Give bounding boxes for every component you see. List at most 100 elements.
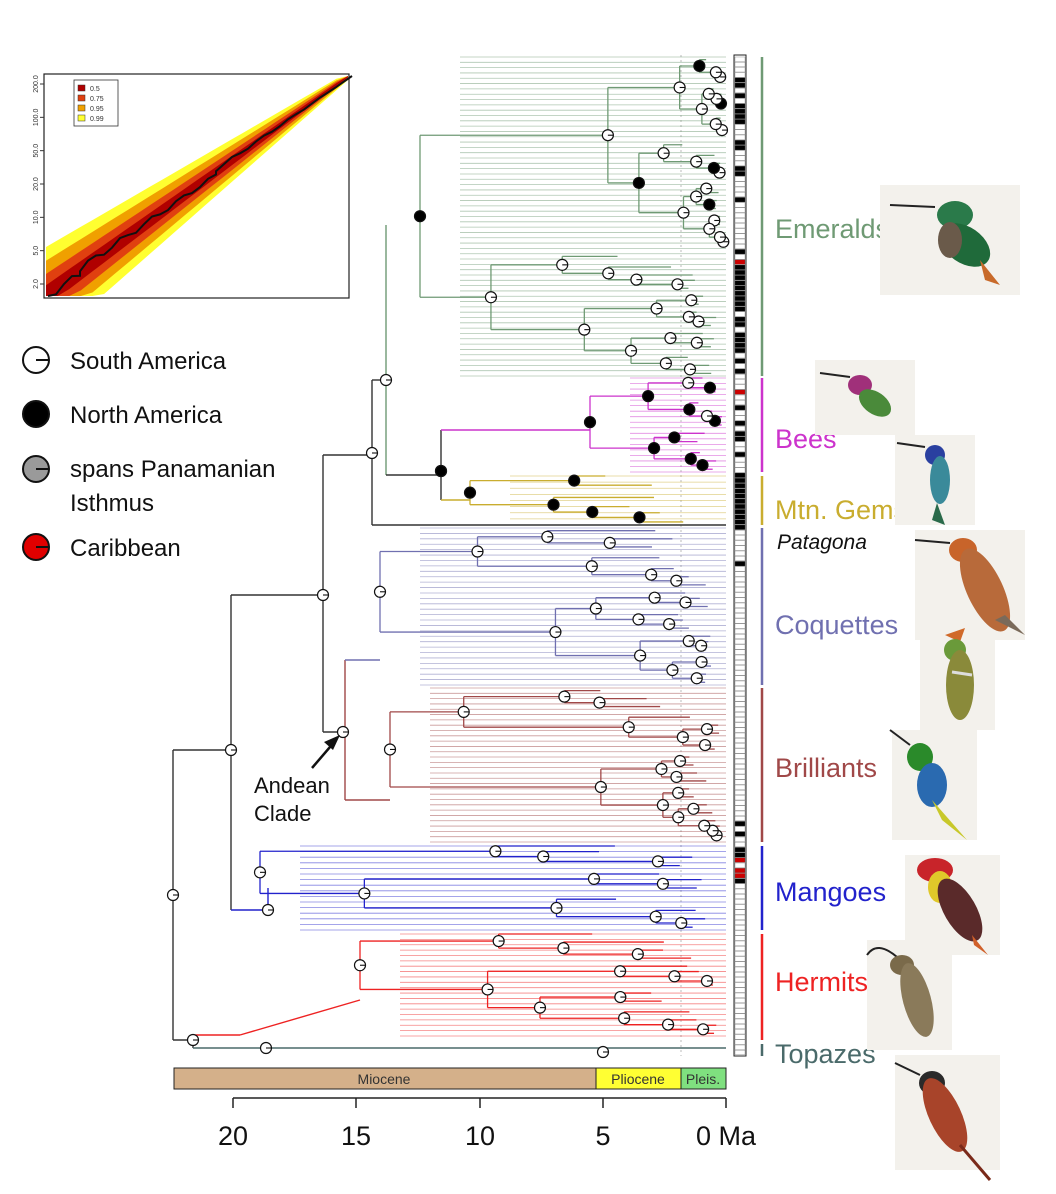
tip-state-cell	[734, 748, 746, 754]
tip-state-cell	[734, 332, 746, 338]
tip-state-cell	[734, 618, 746, 624]
isthmus-legend-item: spans Panamanian Isthmus	[22, 455, 275, 517]
ancestral-node-marker	[668, 431, 681, 444]
hummingbird-illustrations	[815, 185, 1025, 1181]
ancestral-node-marker	[707, 161, 721, 175]
tip-state-cell	[734, 301, 746, 307]
tip-state-cell	[734, 223, 746, 229]
ancestral-node-marker	[693, 59, 706, 73]
tip-state-cell	[734, 155, 746, 161]
tip-state-cell	[734, 160, 746, 166]
tip-state-cell	[734, 441, 746, 447]
tip-state-cell	[734, 535, 746, 541]
tip-state-cell	[734, 894, 746, 899]
tip-state-cell	[734, 519, 746, 525]
tip-state-cell	[734, 608, 746, 613]
ancestral-node-marker	[633, 511, 646, 524]
tip-state-cell	[734, 821, 746, 827]
tip-state-cell	[734, 951, 746, 957]
tip-state-cell	[734, 327, 746, 333]
clade-label-topazes: Topazes	[775, 1039, 876, 1069]
tip-state-cell	[734, 883, 746, 889]
tip-state-cell	[734, 249, 746, 255]
tip-state-cell	[734, 374, 746, 379]
bee-hummingbird-icon	[815, 360, 915, 435]
tip-state-cell	[734, 940, 746, 946]
clade-label-patagona: Patagona	[777, 531, 867, 554]
tip-state-cell	[734, 462, 746, 468]
tip-state-cell	[734, 504, 746, 509]
tip-state-cell	[734, 576, 746, 582]
tip-state-cell	[734, 857, 746, 863]
tip-state-cell	[734, 337, 746, 343]
tip-state-cell	[734, 1018, 746, 1024]
tip-state-cell	[734, 644, 746, 650]
ancestral-state-nodes	[166, 59, 730, 1059]
tip-state-cell	[734, 545, 746, 551]
tip-state-cell	[734, 587, 746, 593]
tip-state-cell	[734, 140, 746, 145]
tip-state-cell	[734, 998, 746, 1003]
tip-state-cell	[734, 72, 746, 78]
tip-state-cell	[734, 488, 746, 494]
tip-state-cell	[734, 446, 746, 452]
inset-legend-label: 0.99	[90, 116, 104, 123]
axis-tick-15: 15	[341, 1121, 371, 1151]
tip-state-cell	[734, 743, 746, 749]
tip-state-cell	[734, 254, 746, 260]
clade-label-hermits: Hermits	[775, 967, 868, 997]
tip-state-cell	[734, 628, 746, 634]
ancestral-node-marker	[703, 198, 716, 211]
tip-state-cell	[734, 56, 746, 62]
tip-state-cell	[734, 914, 746, 920]
legend-label-isthmus: spans Panamanian	[70, 456, 275, 483]
tip-state-cell	[734, 181, 746, 187]
inset-y-tick-label: 10.0	[33, 210, 40, 224]
tip-state-cell	[734, 394, 746, 400]
tip-state-cell	[734, 103, 746, 109]
tip-state-cell	[734, 1044, 746, 1050]
inset-legend: 0.5 0.75 0.95 0.99	[73, 79, 119, 127]
axis-tick-20: 20	[218, 1121, 248, 1151]
tip-state-cell	[734, 675, 746, 681]
mango-hummingbird-icon	[905, 855, 1000, 955]
tip-state-cell	[734, 712, 746, 717]
tip-state-cell	[734, 602, 746, 608]
tip-state-cell	[734, 1039, 746, 1045]
axis-tick-0-ma: 0 Ma	[696, 1121, 757, 1151]
tip-state-cell	[734, 238, 746, 244]
tip-state-cell	[734, 410, 746, 416]
tip-state-cell	[734, 306, 746, 312]
tip-state-cell	[734, 363, 746, 369]
tip-state-cell	[734, 831, 746, 837]
patagona-hummingbird-icon	[914, 530, 1025, 640]
tip-state-cell	[734, 311, 746, 317]
tip-state-cell	[734, 561, 746, 567]
tip-state-cell	[734, 166, 746, 171]
tip-state-cell	[734, 1029, 746, 1035]
legend-label-south-america: South America	[70, 348, 227, 375]
tip-state-cell	[734, 826, 746, 832]
tip-state-cell	[734, 717, 746, 723]
tip-state-cell	[734, 670, 746, 676]
ancestral-node-marker	[586, 505, 599, 519]
tip-state-cell	[734, 566, 746, 572]
tip-state-cell	[734, 987, 746, 993]
epoch-label-miocene: Miocene	[358, 1071, 411, 1087]
tip-state-cell	[734, 868, 746, 873]
tip-state-cell	[734, 368, 746, 374]
ancestral-node-marker	[642, 390, 655, 403]
tip-state-cell	[734, 764, 746, 769]
tip-state-cell	[734, 218, 746, 223]
tip-state-cell	[734, 124, 746, 130]
tip-state-cell	[734, 634, 746, 639]
tip-state-cell	[734, 93, 746, 99]
coquette-hummingbird-icon	[920, 628, 995, 730]
tree-tips	[300, 56, 726, 1037]
tip-state-cell	[734, 649, 746, 655]
tip-state-cell	[734, 467, 746, 473]
tip-state-cell	[734, 623, 746, 629]
tip-state-cell	[734, 597, 746, 603]
ancestral-node-marker	[684, 452, 697, 465]
tip-state-cell	[734, 904, 746, 910]
